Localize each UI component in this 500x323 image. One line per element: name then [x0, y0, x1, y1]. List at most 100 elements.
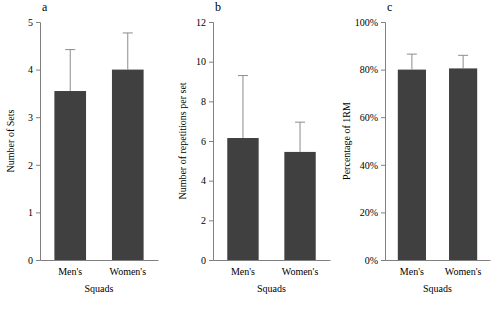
y-tick-mark: [36, 212, 40, 213]
error-bar-cap: [238, 75, 248, 76]
error-bar-cap: [458, 55, 468, 56]
error-bar-cap: [295, 122, 305, 123]
y-tick-label: 1: [28, 207, 33, 218]
y-tick: 20%: [360, 207, 385, 218]
figure: 012345Men'sWomen'sSquadsNumber of Setsa0…: [0, 0, 500, 323]
plot-area: [227, 76, 315, 260]
error-bar-cap: [123, 32, 133, 33]
x-axis-title: Squads: [257, 283, 286, 294]
plot-area: [398, 54, 477, 260]
y-tick-mark: [209, 260, 213, 261]
x-tick: Women's: [445, 260, 482, 277]
y-tick-label: 20%: [360, 207, 378, 218]
y-tick: 0: [201, 255, 213, 266]
y-tick-label: 8: [201, 96, 206, 107]
y-tick: 40%: [360, 160, 385, 171]
panel-title: b: [215, 0, 221, 14]
y-tick-mark: [209, 62, 213, 63]
x-tick: Men's: [58, 260, 82, 277]
error-bar-cap: [407, 54, 417, 55]
error-bar: [123, 33, 133, 70]
bar: [398, 70, 426, 260]
y-tick-label: 100%: [355, 17, 378, 28]
x-tick-label: Women's: [282, 266, 319, 277]
y-tick-label: 4: [201, 175, 206, 186]
error-bar-stem: [70, 50, 71, 91]
error-bar-stem: [242, 76, 243, 138]
y-tick-label: 80%: [360, 64, 378, 75]
bar: [54, 91, 86, 260]
x-axis-title: Squads: [423, 283, 452, 294]
x-tick: Men's: [231, 260, 255, 277]
y-axis-line: [209, 23, 214, 261]
y-tick: 10: [196, 56, 213, 67]
bar: [449, 68, 477, 260]
bar: [284, 152, 315, 260]
x-axis-line: [386, 260, 491, 261]
y-tick-label: 40%: [360, 160, 378, 171]
y-tick-label: 12: [196, 17, 206, 28]
y-axis: 0 2 4 6 8 10 12: [196, 17, 214, 266]
x-tick-label: Men's: [58, 266, 82, 277]
panel-title: a: [42, 0, 48, 14]
x-axis: Men'sWomen's: [41, 260, 159, 277]
y-tick-mark: [209, 101, 213, 102]
y-tick-label: 60%: [360, 112, 378, 123]
error-bar: [407, 54, 417, 69]
y-axis: 012345: [28, 17, 41, 266]
y-tick-mark: [209, 22, 213, 23]
y-axis: 0% 20% 40% 60% 80% 100%: [355, 17, 386, 266]
y-tick-mark: [36, 70, 40, 71]
y-tick-label: 6: [201, 136, 206, 147]
x-tick-label: Men's: [400, 266, 424, 277]
y-tick-mark: [36, 260, 40, 261]
y-tick: 2: [201, 215, 213, 226]
bar: [227, 138, 258, 260]
y-tick-label: 5: [28, 17, 33, 28]
panel-title: c: [387, 0, 392, 14]
y-tick: 4: [28, 64, 40, 75]
y-tick-mark: [381, 212, 385, 213]
y-axis-title: Number of repetitions per set: [177, 82, 188, 199]
error-bar: [238, 76, 248, 138]
y-tick-mark: [36, 117, 40, 118]
x-tick: Men's: [400, 260, 424, 277]
error-bar-stem: [463, 55, 464, 68]
y-tick: 0%: [365, 255, 385, 266]
x-tick-label: Men's: [231, 266, 255, 277]
x-axis: Men's Women's: [386, 260, 491, 277]
y-tick-mark: [381, 22, 385, 23]
y-tick-label: 4: [28, 64, 33, 75]
y-tick: 3: [28, 112, 40, 123]
error-bar: [295, 122, 305, 152]
y-tick-label: 10: [196, 56, 206, 67]
plot-area: [54, 33, 143, 260]
y-tick: 100%: [355, 17, 385, 28]
y-tick-label: 3: [28, 112, 33, 123]
y-tick-mark: [381, 165, 385, 166]
y-tick-label: 0: [201, 255, 206, 266]
panel: 0 2 4 6 8 10 12 Men's Women's Squads Number of rep…: [177, 0, 331, 294]
x-axis-line: [214, 260, 331, 261]
panel: 0%20%40%60%80%100%Men'sWomen'sSquadsPerc…: [341, 0, 491, 294]
y-tick-mark: [209, 181, 213, 182]
error-bar: [65, 50, 75, 91]
y-tick: 60%: [360, 112, 385, 123]
bar: [112, 70, 144, 260]
y-tick-mark: [381, 117, 385, 118]
y-tick: 8: [201, 96, 213, 107]
error-bar: [458, 55, 468, 68]
y-tick-label: 2: [201, 215, 206, 226]
y-tick: 5: [28, 17, 40, 28]
error-bar-stem: [300, 122, 301, 152]
y-tick-label: 0%: [365, 255, 378, 266]
y-tick-mark: [36, 165, 40, 166]
y-tick: 6: [201, 136, 213, 147]
y-tick: 0: [28, 255, 40, 266]
y-tick-mark: [36, 22, 40, 23]
y-tick: 4: [201, 175, 213, 186]
x-axis-line: [41, 260, 159, 261]
x-tick: Women's: [282, 260, 319, 277]
y-tick-mark: [209, 220, 213, 221]
y-tick-mark: [381, 70, 385, 71]
